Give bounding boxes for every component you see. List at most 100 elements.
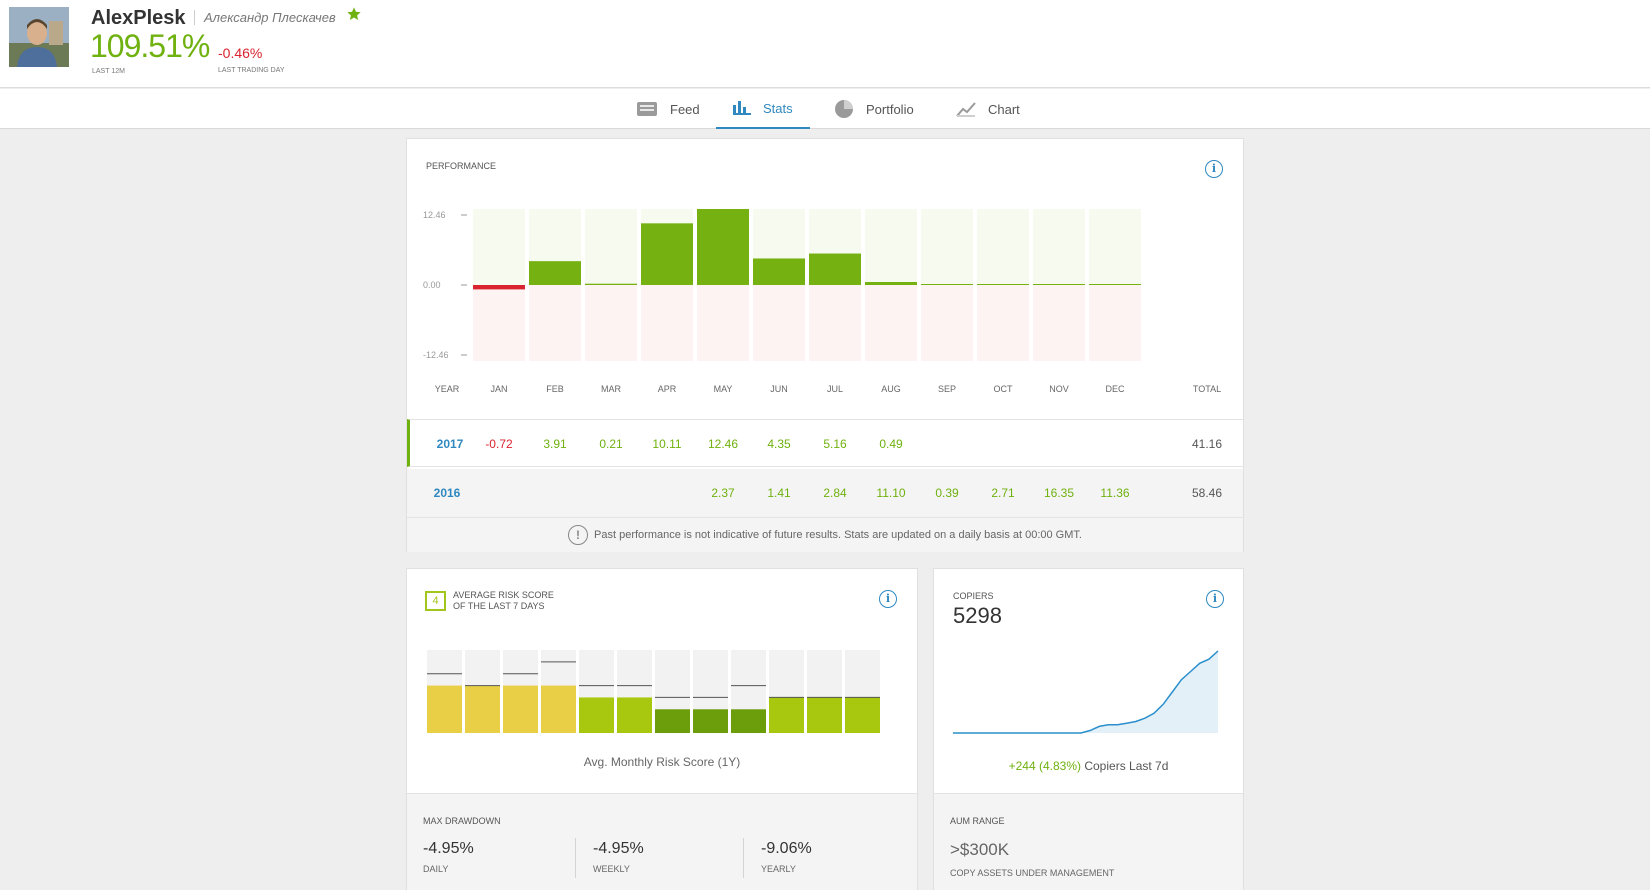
bar-background-positive (585, 209, 637, 285)
tab-portfolio-label: Portfolio (866, 101, 914, 117)
disclaimer-text: Past performance is not indicative of fu… (594, 529, 1082, 541)
column-header-dec: DEC (1105, 384, 1125, 394)
aum-value: >$300K (950, 840, 1010, 859)
info-icon[interactable]: i (879, 590, 897, 608)
month-value: 10.11 (652, 437, 682, 451)
info-icon[interactable]: i (1206, 590, 1224, 608)
month-value: 2.37 (711, 486, 735, 500)
risk-bar[interactable] (693, 709, 728, 733)
month-value: 0.49 (879, 437, 903, 451)
month-value: 4.35 (767, 437, 791, 451)
performance-title: PERFORMANCE (426, 161, 497, 171)
bar-background-negative (865, 285, 917, 361)
column-header-jan: JAN (490, 384, 507, 394)
drawdown-yearly: -9.06% YEARLY (761, 836, 812, 880)
drawdown-value: -4.95% (423, 840, 474, 857)
risk-bar[interactable] (731, 709, 766, 733)
bar-background-negative (697, 285, 749, 361)
drawdown-label: WEEKLY (593, 864, 630, 874)
real-name: Александр Плескачев (194, 10, 336, 25)
bar-aug[interactable] (865, 282, 917, 285)
column-header-sep: SEP (938, 384, 956, 394)
month-value: 0.39 (935, 486, 959, 500)
bar-sep[interactable] (921, 284, 973, 285)
risk-bar[interactable] (503, 685, 538, 733)
bar-background-negative (977, 285, 1029, 361)
risk-score-card: 4 AVERAGE RISK SCORE OF THE LAST 7 DAYS … (406, 568, 918, 890)
row-year: 2016 (433, 486, 461, 500)
risk-title-line2: OF THE LAST 7 DAYS (453, 601, 545, 611)
drawdown-label: YEARLY (761, 864, 796, 874)
bar-background-positive (1089, 209, 1141, 285)
row-total: 41.16 (1191, 437, 1223, 451)
tab-portfolio[interactable]: Portfolio (834, 89, 934, 129)
risk-bar[interactable] (579, 697, 614, 733)
bar-background-positive (865, 209, 917, 285)
bar-feb[interactable] (529, 261, 581, 285)
bar-background-positive (1033, 209, 1085, 285)
copiers-area (953, 651, 1218, 733)
avatar[interactable] (9, 7, 69, 67)
info-icon[interactable]: i (1205, 160, 1223, 178)
performance-row-2016[interactable]: 2016 2.37 1.41 2.84 11.10 0.39 2.71 16.35 11.36 5… (407, 469, 1243, 517)
bar-apr[interactable] (641, 223, 693, 285)
drawdown-label: DAILY (423, 864, 449, 874)
risk-bar[interactable] (617, 697, 652, 733)
tab-chart[interactable]: Chart (956, 89, 1036, 129)
divider (575, 838, 576, 878)
y-tick-label: -12.46 (423, 350, 449, 360)
bar-may[interactable] (697, 209, 749, 285)
month-value: -0.72 (485, 437, 513, 451)
performance-card: PERFORMANCE i 12.46 0.00 -12.46 YEAR JAN FEB M… (406, 138, 1244, 552)
risk-title-line1: AVERAGE RISK SCORE (453, 590, 554, 600)
month-value: 0.21 (599, 437, 623, 451)
performance-row-2017[interactable]: 2017 -0.72 3.91 0.21 10.11 12.46 4.35 5.16 0.49 4… (407, 419, 1243, 467)
gain-label: LAST 12M (92, 68, 125, 75)
bar-nov[interactable] (1033, 284, 1085, 285)
risk-bar[interactable] (427, 685, 462, 733)
risk-bar[interactable] (845, 697, 880, 733)
risk-bar[interactable] (465, 685, 500, 733)
tab-feed[interactable]: Feed (636, 89, 718, 129)
column-header-mar: MAR (601, 384, 622, 394)
risk-bar[interactable] (807, 697, 842, 733)
drawdown-daily: -4.95% DAILY (423, 836, 474, 880)
copiers-line (953, 650, 1219, 734)
bar-dec[interactable] (1089, 284, 1141, 285)
tab-chart-label: Chart (988, 101, 1020, 117)
aum-label: COPY ASSETS UNDER MANAGEMENT (950, 868, 1115, 878)
tab-stats[interactable]: Stats (716, 89, 810, 129)
bar-oct[interactable] (977, 284, 1029, 285)
bar-jan[interactable] (473, 285, 525, 290)
month-value: 12.46 (707, 437, 739, 451)
drawdown-weekly: -4.95% WEEKLY (593, 836, 644, 880)
month-value: 3.91 (543, 437, 567, 451)
risk-bar[interactable] (769, 697, 804, 733)
monthly-risk-chart (427, 650, 880, 733)
daily-change: -0.46% (218, 45, 263, 61)
bar-background-negative (1033, 285, 1085, 361)
max-drawdown-section: MAX DRAWDOWN -4.95% DAILY -4.95% WEEKLY … (407, 793, 917, 890)
bar-jul[interactable] (809, 253, 861, 285)
performance-disclaimer: ! Past performance is not indicative of … (407, 517, 1243, 552)
bar-jun[interactable] (753, 258, 805, 285)
exclamation-icon: ! (568, 525, 589, 545)
bar-background-negative (753, 285, 805, 361)
column-header-nov: NOV (1049, 384, 1069, 394)
aum-title: AUM RANGE (950, 816, 1005, 826)
copiers-count: 5298 (953, 603, 1002, 628)
risk-bar[interactable] (655, 709, 690, 733)
risk-bar[interactable] (541, 685, 576, 733)
feed-icon (637, 102, 657, 116)
bar-mar[interactable] (585, 283, 637, 285)
tab-bar: Feed Stats Portfolio Chart (0, 89, 1650, 129)
username: AlexPlesk (91, 7, 186, 29)
profile-header: AlexPlesk Александр Плескачев 109.51% LA… (0, 0, 1650, 88)
month-value: 2.84 (823, 486, 847, 500)
bar-background-negative (809, 285, 861, 361)
month-value: 2.71 (991, 486, 1015, 500)
copiers-change-value: +244 (4.83%) (1008, 759, 1081, 773)
drawdown-value: -9.06% (761, 840, 812, 857)
column-header-aug: AUG (881, 384, 901, 394)
star-icon[interactable] (346, 6, 362, 22)
